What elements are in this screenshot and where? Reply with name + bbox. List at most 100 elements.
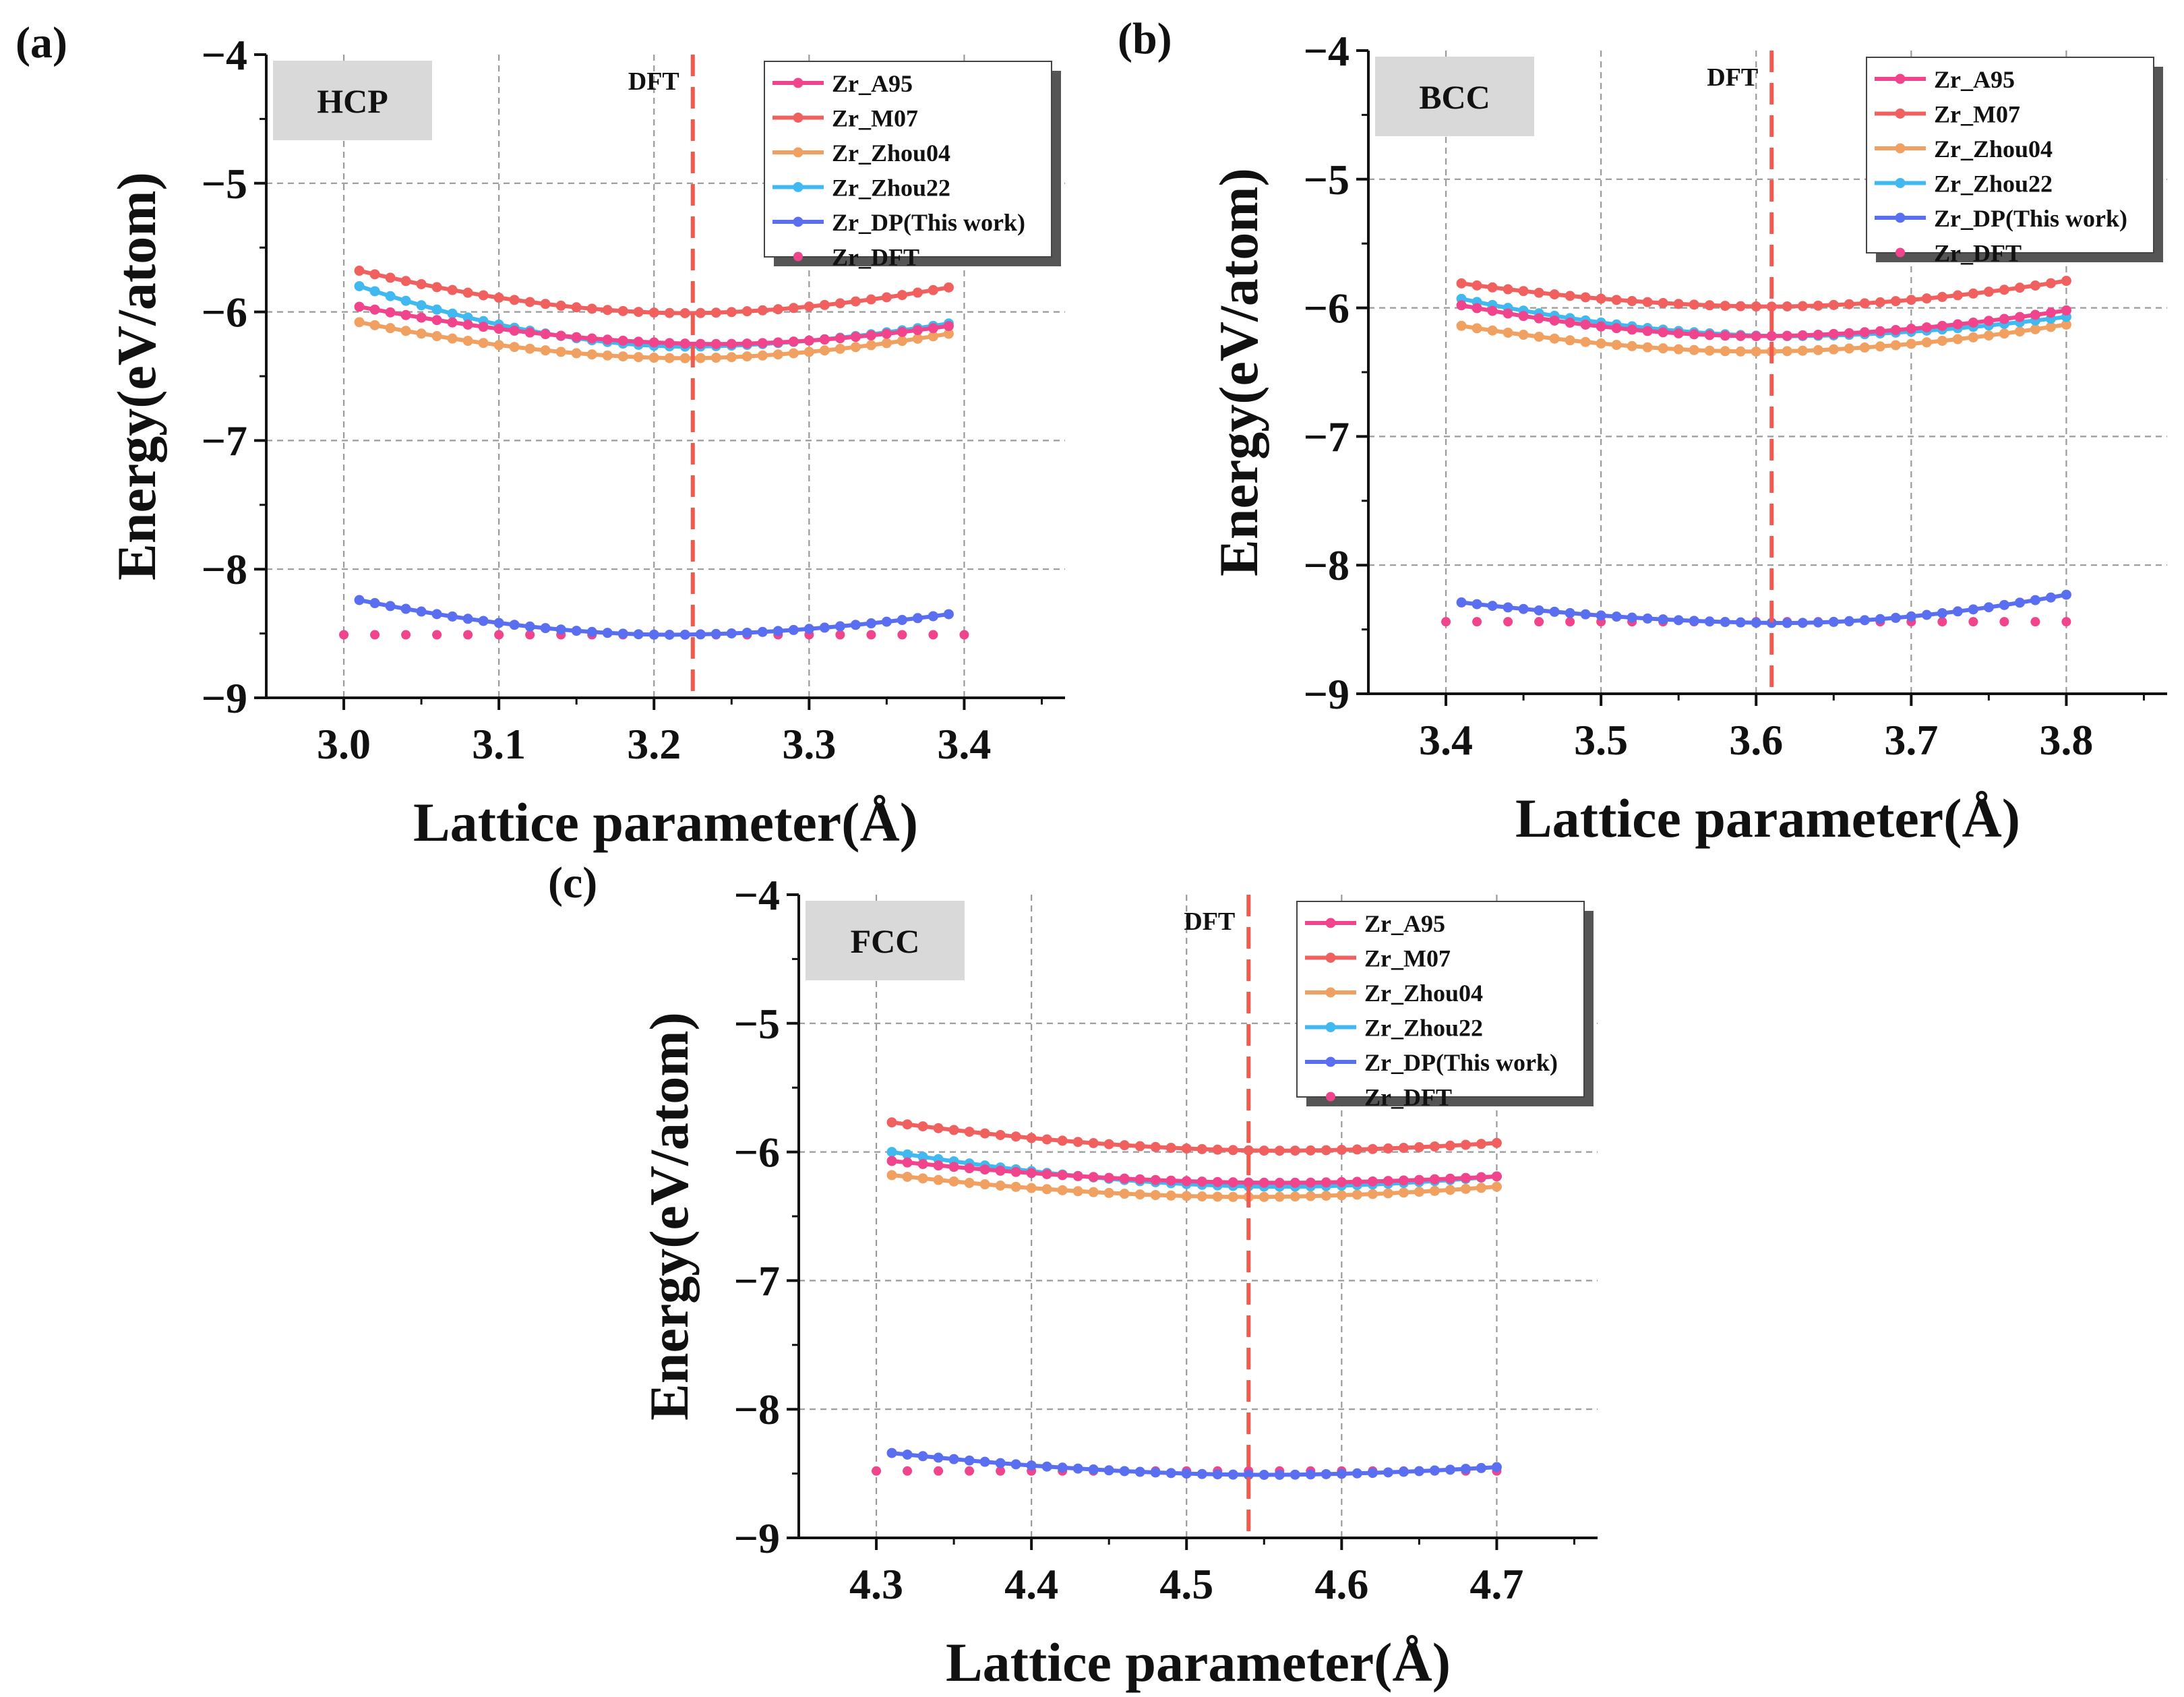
data-point	[416, 278, 427, 289]
y-axis-title: Energy(eV/atom)	[1208, 168, 1269, 576]
data-point	[385, 291, 396, 301]
data-point	[679, 629, 690, 640]
data-point	[1658, 343, 1668, 354]
data-point	[524, 343, 535, 354]
data-point	[540, 623, 551, 634]
data-point	[617, 335, 628, 346]
data-point	[819, 345, 830, 356]
phase-label-text: BCC	[1419, 78, 1490, 116]
data-point	[416, 328, 427, 339]
data-point	[943, 609, 954, 620]
data-point	[1983, 316, 1994, 326]
data-point	[354, 595, 365, 605]
y-tick-label: −7	[1304, 413, 1349, 460]
data-point	[1580, 292, 1591, 303]
data-point	[1352, 1177, 1362, 1187]
data-point	[1414, 1187, 1424, 1197]
data-point	[1414, 1174, 1424, 1185]
data-point	[866, 630, 876, 640]
series-zr-dp-this-work	[1456, 589, 2071, 628]
data-point	[995, 1165, 1006, 1176]
data-point	[1134, 1141, 1145, 1152]
data-point	[633, 307, 644, 318]
data-point	[540, 299, 551, 309]
data-point	[1642, 326, 1653, 336]
legend-entry-zr-zhou04: Zr_Zhou04	[1875, 136, 2053, 162]
data-point	[1580, 319, 1591, 330]
data-point	[1352, 1144, 1362, 1155]
data-point	[1367, 1189, 1378, 1199]
data-point	[897, 615, 907, 626]
data-point	[1844, 343, 1854, 354]
data-point	[1010, 1166, 1021, 1177]
data-point	[928, 630, 938, 640]
data-point	[1491, 1181, 1502, 1192]
x-tick-label: 4.5	[1159, 1560, 1213, 1608]
data-point	[1518, 311, 1529, 322]
data-point	[1797, 618, 1808, 628]
data-point	[1875, 614, 1885, 624]
legend-marker	[793, 78, 803, 88]
data-point	[1010, 1459, 1021, 1470]
data-point	[416, 606, 427, 617]
legend-marker	[1895, 73, 1906, 84]
data-point	[1844, 616, 1854, 626]
data-point	[902, 1449, 913, 1460]
data-point	[339, 630, 349, 640]
data-point	[897, 630, 907, 640]
data-point	[1782, 330, 1792, 341]
data-point	[850, 296, 861, 307]
legend-entry-zr-zhou22: Zr_Zhou22	[1875, 171, 2053, 198]
data-point	[933, 1174, 944, 1185]
data-point	[1549, 606, 1560, 617]
data-point	[757, 626, 768, 637]
data-point	[540, 345, 551, 356]
data-point	[1890, 612, 1901, 623]
legend-marker	[1325, 987, 1336, 998]
data-point	[1937, 291, 1947, 302]
y-tick-label: −4	[1304, 27, 1349, 75]
data-point	[1642, 342, 1653, 353]
data-point	[912, 613, 923, 624]
data-point	[1596, 293, 1606, 304]
data-point	[1704, 616, 1715, 627]
data-point	[1859, 298, 1870, 309]
data-point	[633, 629, 644, 640]
y-tick-label: −8	[1304, 541, 1349, 589]
data-point	[943, 321, 954, 332]
data-point	[917, 1173, 928, 1184]
data-point	[1921, 322, 1932, 333]
data-point	[803, 624, 814, 634]
legend: Zr_A95 Zr_M07 Zr_Zhou04 Zr_Zhou22 Zr_DP(This…	[1296, 901, 1594, 1111]
data-point	[1150, 1141, 1161, 1152]
data-point	[1429, 1185, 1440, 1196]
data-point	[664, 353, 675, 363]
panel-letter: (b)	[1118, 14, 1172, 63]
legend-entry-zr-zhou04: Zr_Zhou04	[772, 140, 950, 167]
legend-label: Zr_DP(This work)	[1934, 205, 2127, 232]
data-point	[1968, 604, 1978, 615]
y-tick-label: −6	[1304, 285, 1349, 332]
data-point	[1088, 1172, 1099, 1183]
data-point	[648, 307, 659, 318]
data-point	[803, 301, 814, 312]
data-point	[948, 1125, 959, 1135]
data-point	[509, 295, 520, 305]
data-point	[1456, 597, 1467, 608]
legend-label: Zr_Zhou04	[1364, 980, 1483, 1007]
legend-entry-zr-a95: Zr_A95	[1875, 66, 2015, 93]
data-point	[1165, 1468, 1176, 1479]
data-point	[1906, 295, 1916, 305]
data-point	[1875, 341, 1885, 352]
data-point	[934, 1466, 944, 1476]
data-point	[772, 626, 783, 636]
data-point	[1859, 615, 1870, 626]
data-point	[431, 609, 442, 620]
data-point	[872, 1466, 882, 1476]
data-point	[602, 305, 613, 316]
data-point	[741, 338, 752, 349]
data-point	[354, 266, 365, 276]
data-point	[772, 349, 783, 360]
data-point	[462, 287, 473, 298]
data-point	[1565, 318, 1575, 328]
